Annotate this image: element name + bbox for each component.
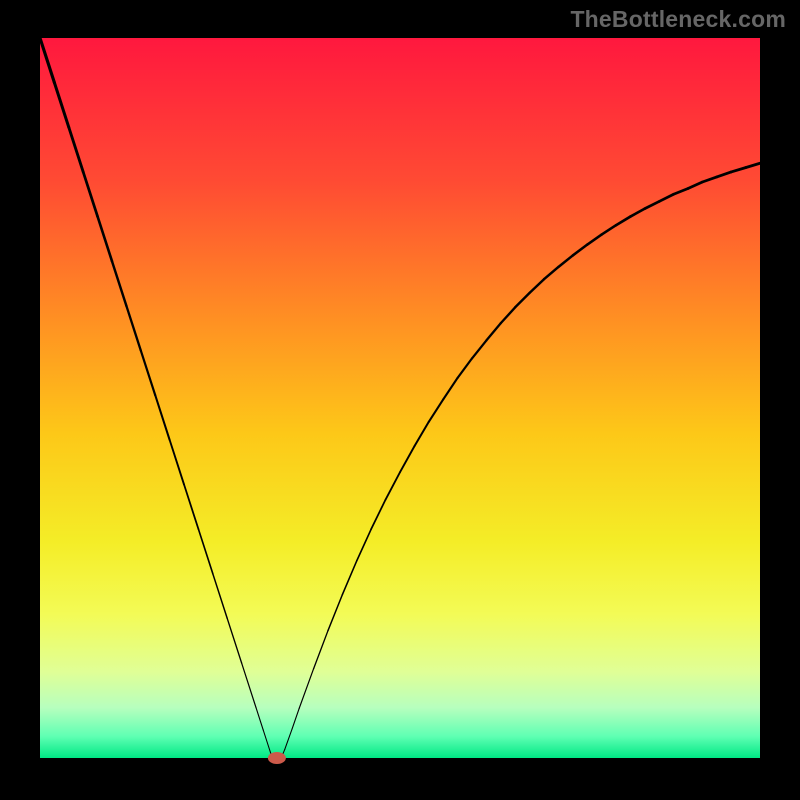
optimal-marker: [268, 752, 286, 764]
watermark-text: TheBottleneck.com: [570, 6, 786, 33]
chart-container: TheBottleneck.com: [0, 0, 800, 800]
chart-svg: [0, 0, 800, 800]
plot-background: [40, 38, 760, 758]
